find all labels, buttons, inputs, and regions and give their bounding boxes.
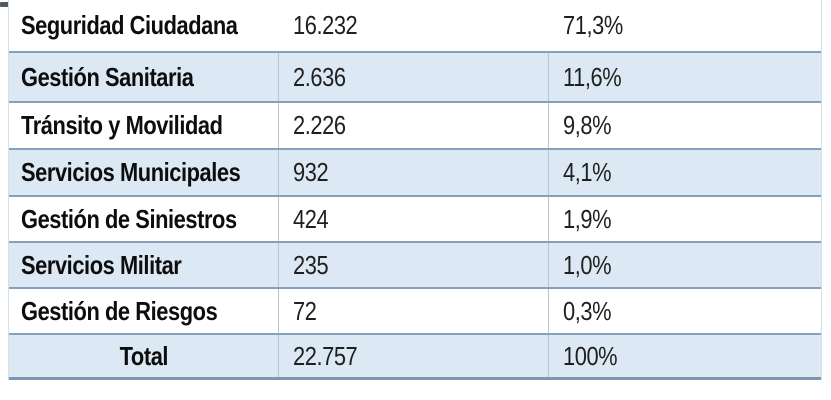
- total-percent-value: 100%: [563, 340, 618, 371]
- percent-cell: 71,3%: [549, 0, 821, 51]
- category-label: Servicios Militar: [21, 249, 182, 280]
- percent-cell: 1,0%: [549, 243, 821, 287]
- percent-value: 11,6%: [563, 61, 622, 92]
- count-cell: 932: [279, 150, 549, 195]
- table-row: Servicios Municipales 932 4,1%: [9, 150, 821, 197]
- category-cell: Seguridad Ciudadana: [9, 0, 279, 51]
- count-value: 2.636: [293, 61, 346, 92]
- percent-cell: 1,9%: [549, 197, 821, 241]
- count-value: 235: [293, 249, 329, 280]
- percent-value: 4,1%: [563, 157, 612, 187]
- category-cell: Gestión Sanitaria: [9, 53, 279, 101]
- count-value: 932: [293, 157, 329, 187]
- percent-value: 1,9%: [563, 203, 612, 234]
- categories-table: Seguridad Ciudadana 16.232 71,3% Gestión…: [8, 0, 822, 380]
- total-row: Total 22.757 100%: [9, 335, 821, 380]
- category-label: Seguridad Ciudadana: [21, 10, 238, 40]
- crop-artifact: [0, 2, 14, 7]
- count-cell: 72: [279, 289, 549, 333]
- count-cell: 16.232: [279, 0, 549, 51]
- percent-value: 71,3%: [563, 10, 623, 40]
- count-value: 2.226: [293, 110, 346, 140]
- count-cell: 22.757: [279, 335, 549, 377]
- table-row: Gestión Sanitaria 2.636 11,6%: [9, 53, 821, 103]
- count-cell: 2.636: [279, 53, 549, 101]
- table-row: Seguridad Ciudadana 16.232 71,3%: [9, 0, 821, 53]
- percent-cell: 4,1%: [549, 150, 821, 195]
- table-row: Tránsito y Movilidad 2.226 9,8%: [9, 103, 821, 150]
- category-label: Gestión Sanitaria: [21, 61, 194, 92]
- percent-cell: 100%: [549, 335, 821, 377]
- category-cell: Servicios Municipales: [9, 150, 279, 195]
- table-row: Gestión de Siniestros 424 1,9%: [9, 197, 821, 243]
- percent-value: 1,0%: [563, 249, 612, 280]
- percent-value: 9,8%: [563, 110, 612, 140]
- count-cell: 424: [279, 197, 549, 241]
- count-cell: 2.226: [279, 103, 549, 148]
- table-row: Servicios Militar 235 1,0%: [9, 243, 821, 289]
- category-label: Gestión de Siniestros: [21, 203, 237, 234]
- category-label: Servicios Municipales: [21, 157, 241, 187]
- percent-cell: 9,8%: [549, 103, 821, 148]
- total-count-value: 22.757: [293, 340, 358, 371]
- count-value: 424: [293, 203, 329, 234]
- category-cell: Tránsito y Movilidad: [9, 103, 279, 148]
- percent-cell: 11,6%: [549, 53, 821, 101]
- category-cell: Servicios Militar: [9, 243, 279, 287]
- category-cell: Total: [9, 335, 279, 377]
- category-label: Gestión de Riesgos: [21, 295, 218, 326]
- category-cell: Gestión de Siniestros: [9, 197, 279, 241]
- count-value: 72: [293, 295, 317, 326]
- percent-value: 0,3%: [563, 295, 612, 326]
- category-label: Tránsito y Movilidad: [21, 110, 223, 140]
- category-cell: Gestión de Riesgos: [9, 289, 279, 333]
- total-label: Total: [119, 340, 168, 371]
- table-row: Gestión de Riesgos 72 0,3%: [9, 289, 821, 335]
- count-cell: 235: [279, 243, 549, 287]
- percent-cell: 0,3%: [549, 289, 821, 333]
- count-value: 16.232: [293, 10, 358, 40]
